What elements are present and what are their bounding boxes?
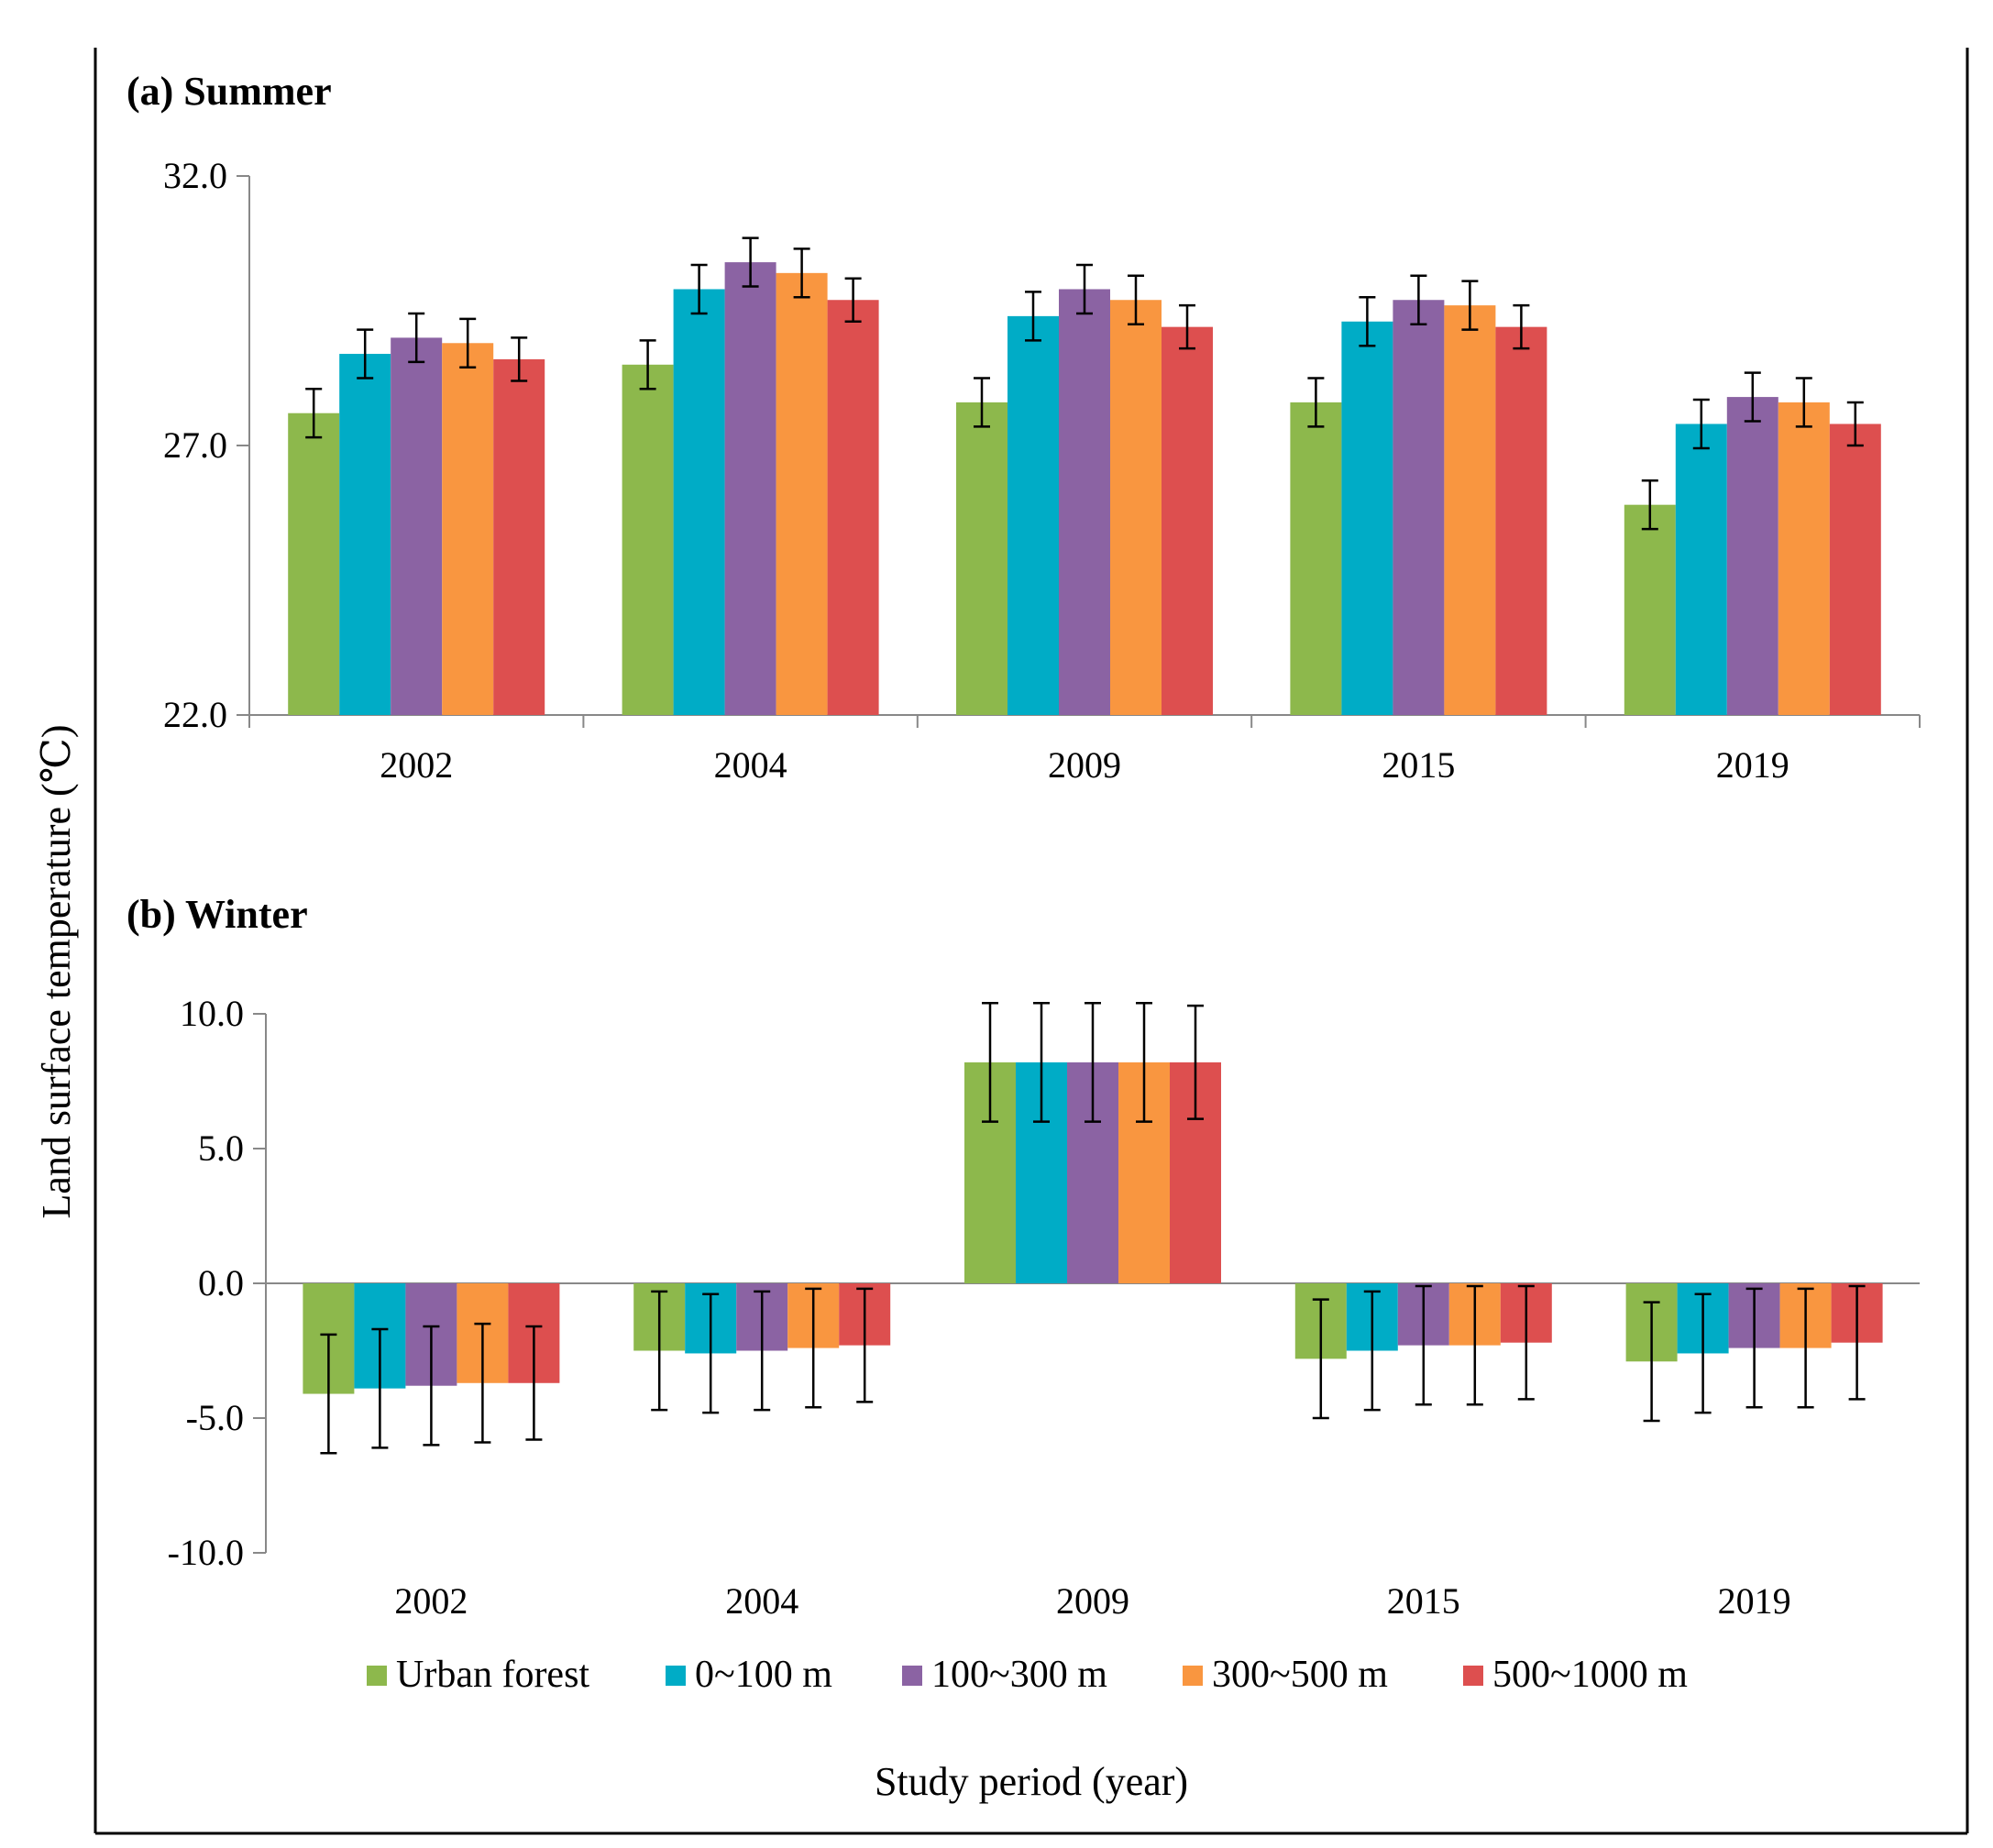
summer-bar-2004-series-0 <box>622 364 674 715</box>
summer-bar-2002-series-1 <box>339 354 391 715</box>
x-axis-title: Study period (year) <box>875 1759 1188 1804</box>
legend: Urban forest 0~100 m 100~300 m 300~500 m… <box>367 1654 1688 1696</box>
legend-swatch-urban-forest <box>367 1666 387 1686</box>
summer-bar-2002-series-0 <box>288 412 340 715</box>
legend-swatch-300-500m <box>1183 1666 1203 1686</box>
figure-frame <box>94 48 1969 1835</box>
winter-category-label-2019: 2019 <box>1718 1580 1791 1622</box>
legend-label-0-100m: 0~100 m <box>695 1654 832 1696</box>
legend-label-urban-forest: Urban forest <box>396 1654 589 1696</box>
summer-bar-2004-series-4 <box>827 300 879 715</box>
winter-y-tick-label: 5.0 <box>198 1128 244 1169</box>
summer-bar-2019-series-0 <box>1624 504 1676 715</box>
summer-bar-2019-series-3 <box>1778 402 1830 715</box>
legend-swatch-0-100m <box>666 1666 686 1686</box>
winter-category-label-2002: 2002 <box>394 1580 468 1622</box>
summer-bar-2002-series-4 <box>493 358 545 715</box>
summer-bar-2019-series-4 <box>1829 424 1881 715</box>
summer-bar-2009-series-3 <box>1110 300 1162 715</box>
summer-bar-2004-series-1 <box>673 289 725 715</box>
summer-bar-2015-series-3 <box>1444 305 1496 715</box>
winter-category-label-2004: 2004 <box>725 1580 798 1622</box>
winter-category-label-2009: 2009 <box>1056 1580 1129 1622</box>
summer-bar-2009-series-2 <box>1059 289 1110 715</box>
winter-chart: -10.0 -5.0 0.0 5.0 10.0 2002 2004 2009 2015 2019 <box>168 993 1920 1622</box>
y-axis-title: Land surface temperature (℃) <box>34 724 79 1218</box>
legend-label-100-300m: 100~300 m <box>931 1654 1107 1696</box>
summer-category-label-2015: 2015 <box>1382 744 1455 786</box>
summer-bar-2004-series-2 <box>724 262 776 715</box>
summer-bar-2015-series-1 <box>1341 321 1393 715</box>
winter-y-tick-label: 0.0 <box>198 1262 244 1304</box>
summer-category-label-2009: 2009 <box>1048 744 1121 786</box>
summer-bar-2019-series-1 <box>1675 424 1727 715</box>
summer-bar-2009-series-0 <box>956 402 1008 715</box>
winter-panel-title: (b) Winter <box>127 892 308 937</box>
legend-swatch-100-300m <box>902 1666 922 1686</box>
winter-y-tick-label: -10.0 <box>168 1532 244 1573</box>
summer-bar-2015-series-0 <box>1290 402 1342 715</box>
summer-bar-2009-series-4 <box>1162 326 1213 715</box>
summer-bar-2004-series-3 <box>776 272 828 715</box>
summer-bar-2009-series-1 <box>1008 315 1059 715</box>
summer-y-tick-label: 27.0 <box>163 424 227 466</box>
winter-y-tick-label: -5.0 <box>186 1397 244 1438</box>
summer-chart: 22.0 27.0 32.0 2002 2004 2009 2015 2019 <box>163 155 1921 786</box>
legend-label-300-500m: 300~500 m <box>1212 1654 1388 1696</box>
summer-bar-2019-series-2 <box>1726 397 1778 715</box>
summer-bar-2015-series-2 <box>1393 300 1445 715</box>
winter-category-label-2015: 2015 <box>1387 1580 1460 1622</box>
summer-category-label-2019: 2019 <box>1716 744 1789 786</box>
summer-panel-title: (a) Summer <box>127 69 332 114</box>
summer-bar-2002-series-2 <box>391 337 443 715</box>
summer-bar-2015-series-4 <box>1495 326 1547 715</box>
legend-label-500-1000m: 500~1000 m <box>1492 1654 1688 1696</box>
summer-bar-2002-series-3 <box>442 343 494 715</box>
summer-y-tick-label: 22.0 <box>163 694 227 735</box>
legend-swatch-500-1000m <box>1463 1666 1483 1686</box>
winter-y-tick-label: 10.0 <box>180 993 244 1034</box>
summer-category-label-2004: 2004 <box>714 744 787 786</box>
summer-y-tick-label: 32.0 <box>163 155 227 196</box>
summer-category-label-2002: 2002 <box>380 744 453 786</box>
